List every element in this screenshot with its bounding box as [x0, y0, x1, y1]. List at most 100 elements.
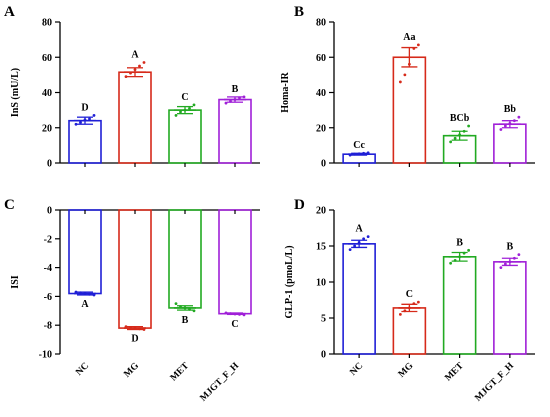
significance-label: B — [507, 242, 514, 253]
significance-label: A — [356, 224, 364, 235]
panel-b-y-axis-label: Homa-IR — [280, 71, 291, 112]
significance-label: BCb — [450, 113, 470, 124]
data-point — [362, 237, 366, 241]
data-point — [366, 151, 370, 155]
data-point — [449, 261, 453, 265]
panel-c-y-tick-label: -4 — [44, 263, 52, 274]
data-point — [192, 103, 196, 107]
x-tick-label: MET — [443, 361, 466, 384]
data-point — [142, 328, 146, 331]
bar — [68, 119, 102, 164]
panel-b-y-tick-label: 40 — [316, 88, 326, 99]
data-point — [238, 313, 241, 316]
panel-a-y-tick-label: 20 — [42, 123, 52, 134]
data-point — [88, 117, 91, 121]
data-point — [508, 121, 512, 125]
panel-b-y-tick-label: 60 — [316, 53, 326, 64]
data-point — [174, 302, 178, 305]
significance-label: B — [182, 315, 189, 326]
significance-label: A — [81, 299, 89, 310]
data-point — [179, 110, 182, 114]
data-point — [453, 259, 457, 262]
bar — [68, 209, 102, 295]
data-point — [233, 312, 237, 316]
data-point — [142, 61, 146, 64]
data-point — [242, 313, 246, 317]
data-point — [238, 96, 241, 100]
significance-label: C — [181, 92, 188, 103]
panel-a-y-tick-label: 40 — [42, 88, 52, 99]
significance-label: B — [232, 84, 239, 95]
panel-d-y-tick-label: 20 — [316, 206, 326, 217]
data-point — [499, 128, 503, 131]
data-point — [174, 114, 178, 117]
data-point — [462, 251, 466, 255]
data-point — [188, 307, 191, 311]
data-point — [467, 124, 471, 128]
data-point — [366, 235, 370, 239]
data-point — [129, 71, 132, 75]
panel-c-y-tick-label: -6 — [44, 292, 52, 303]
panel-c-y-axis-label: ISI — [10, 275, 21, 288]
data-point — [138, 64, 141, 68]
data-point — [192, 309, 196, 313]
data-point — [233, 98, 237, 101]
significance-label: D — [131, 334, 138, 345]
data-point — [508, 260, 512, 264]
bar — [392, 307, 427, 355]
x-tick-label: NC — [74, 361, 91, 378]
panel-c-letter: C — [4, 197, 15, 213]
significance-label: B — [456, 237, 463, 248]
panel-a-y-tick-label: 80 — [42, 18, 52, 29]
bar — [118, 71, 152, 164]
data-point — [92, 293, 96, 297]
panel-d-y-tick-label: 15 — [316, 242, 326, 253]
x-tick-label: MG — [122, 361, 141, 380]
data-point — [462, 129, 466, 133]
panel-c-y-tick-label: -10 — [39, 350, 52, 361]
data-point — [398, 313, 402, 316]
panel-d: D GLP-1 (pmoL/L) 0 5 10 15 20 A NC C MG B MET B MJGT_F… — [284, 197, 535, 404]
panel-b: B Homa-IR 0 20 40 60 80 Cc Aa BCb Bb — [280, 4, 535, 170]
bar — [168, 209, 202, 309]
data-point — [224, 101, 228, 105]
data-point — [133, 68, 137, 71]
data-point — [88, 292, 91, 296]
panel-b-y-tick-label: 0 — [321, 159, 326, 170]
data-point — [362, 151, 366, 155]
significance-label: Aa — [403, 32, 415, 43]
data-point — [79, 121, 82, 124]
bar — [118, 209, 152, 329]
data-point — [357, 241, 361, 244]
data-point — [398, 80, 402, 84]
panel-c-y-tick-label: -8 — [44, 321, 52, 332]
data-point — [242, 95, 246, 99]
data-point — [83, 292, 87, 295]
data-point — [183, 108, 187, 112]
significance-label: Bb — [504, 104, 517, 115]
panel-c-y-tick-label: -2 — [44, 234, 52, 245]
panel-d-y-tick-label: 0 — [321, 350, 326, 361]
data-point — [133, 326, 137, 330]
data-point — [229, 312, 232, 316]
data-point — [92, 114, 96, 117]
data-point — [83, 118, 87, 122]
data-point — [412, 302, 416, 305]
panel-b-y-tick-label: 80 — [316, 18, 326, 29]
significance-label: Cc — [353, 140, 365, 151]
data-point — [407, 62, 411, 66]
bar — [392, 56, 427, 164]
panel-a: A InS (mU/L) 0 20 40 60 80 D A C B — [4, 4, 260, 170]
data-point — [74, 290, 78, 294]
bar — [493, 261, 527, 355]
data-point — [74, 122, 78, 126]
data-point — [416, 300, 420, 304]
data-point — [517, 115, 521, 119]
data-point — [188, 106, 191, 110]
significance-label: C — [231, 319, 238, 330]
data-point — [179, 305, 182, 308]
panel-d-y-tick-label: 5 — [321, 314, 326, 325]
data-point — [512, 119, 516, 123]
bar — [342, 243, 376, 355]
panel-a-y-tick-label: 60 — [42, 53, 52, 64]
